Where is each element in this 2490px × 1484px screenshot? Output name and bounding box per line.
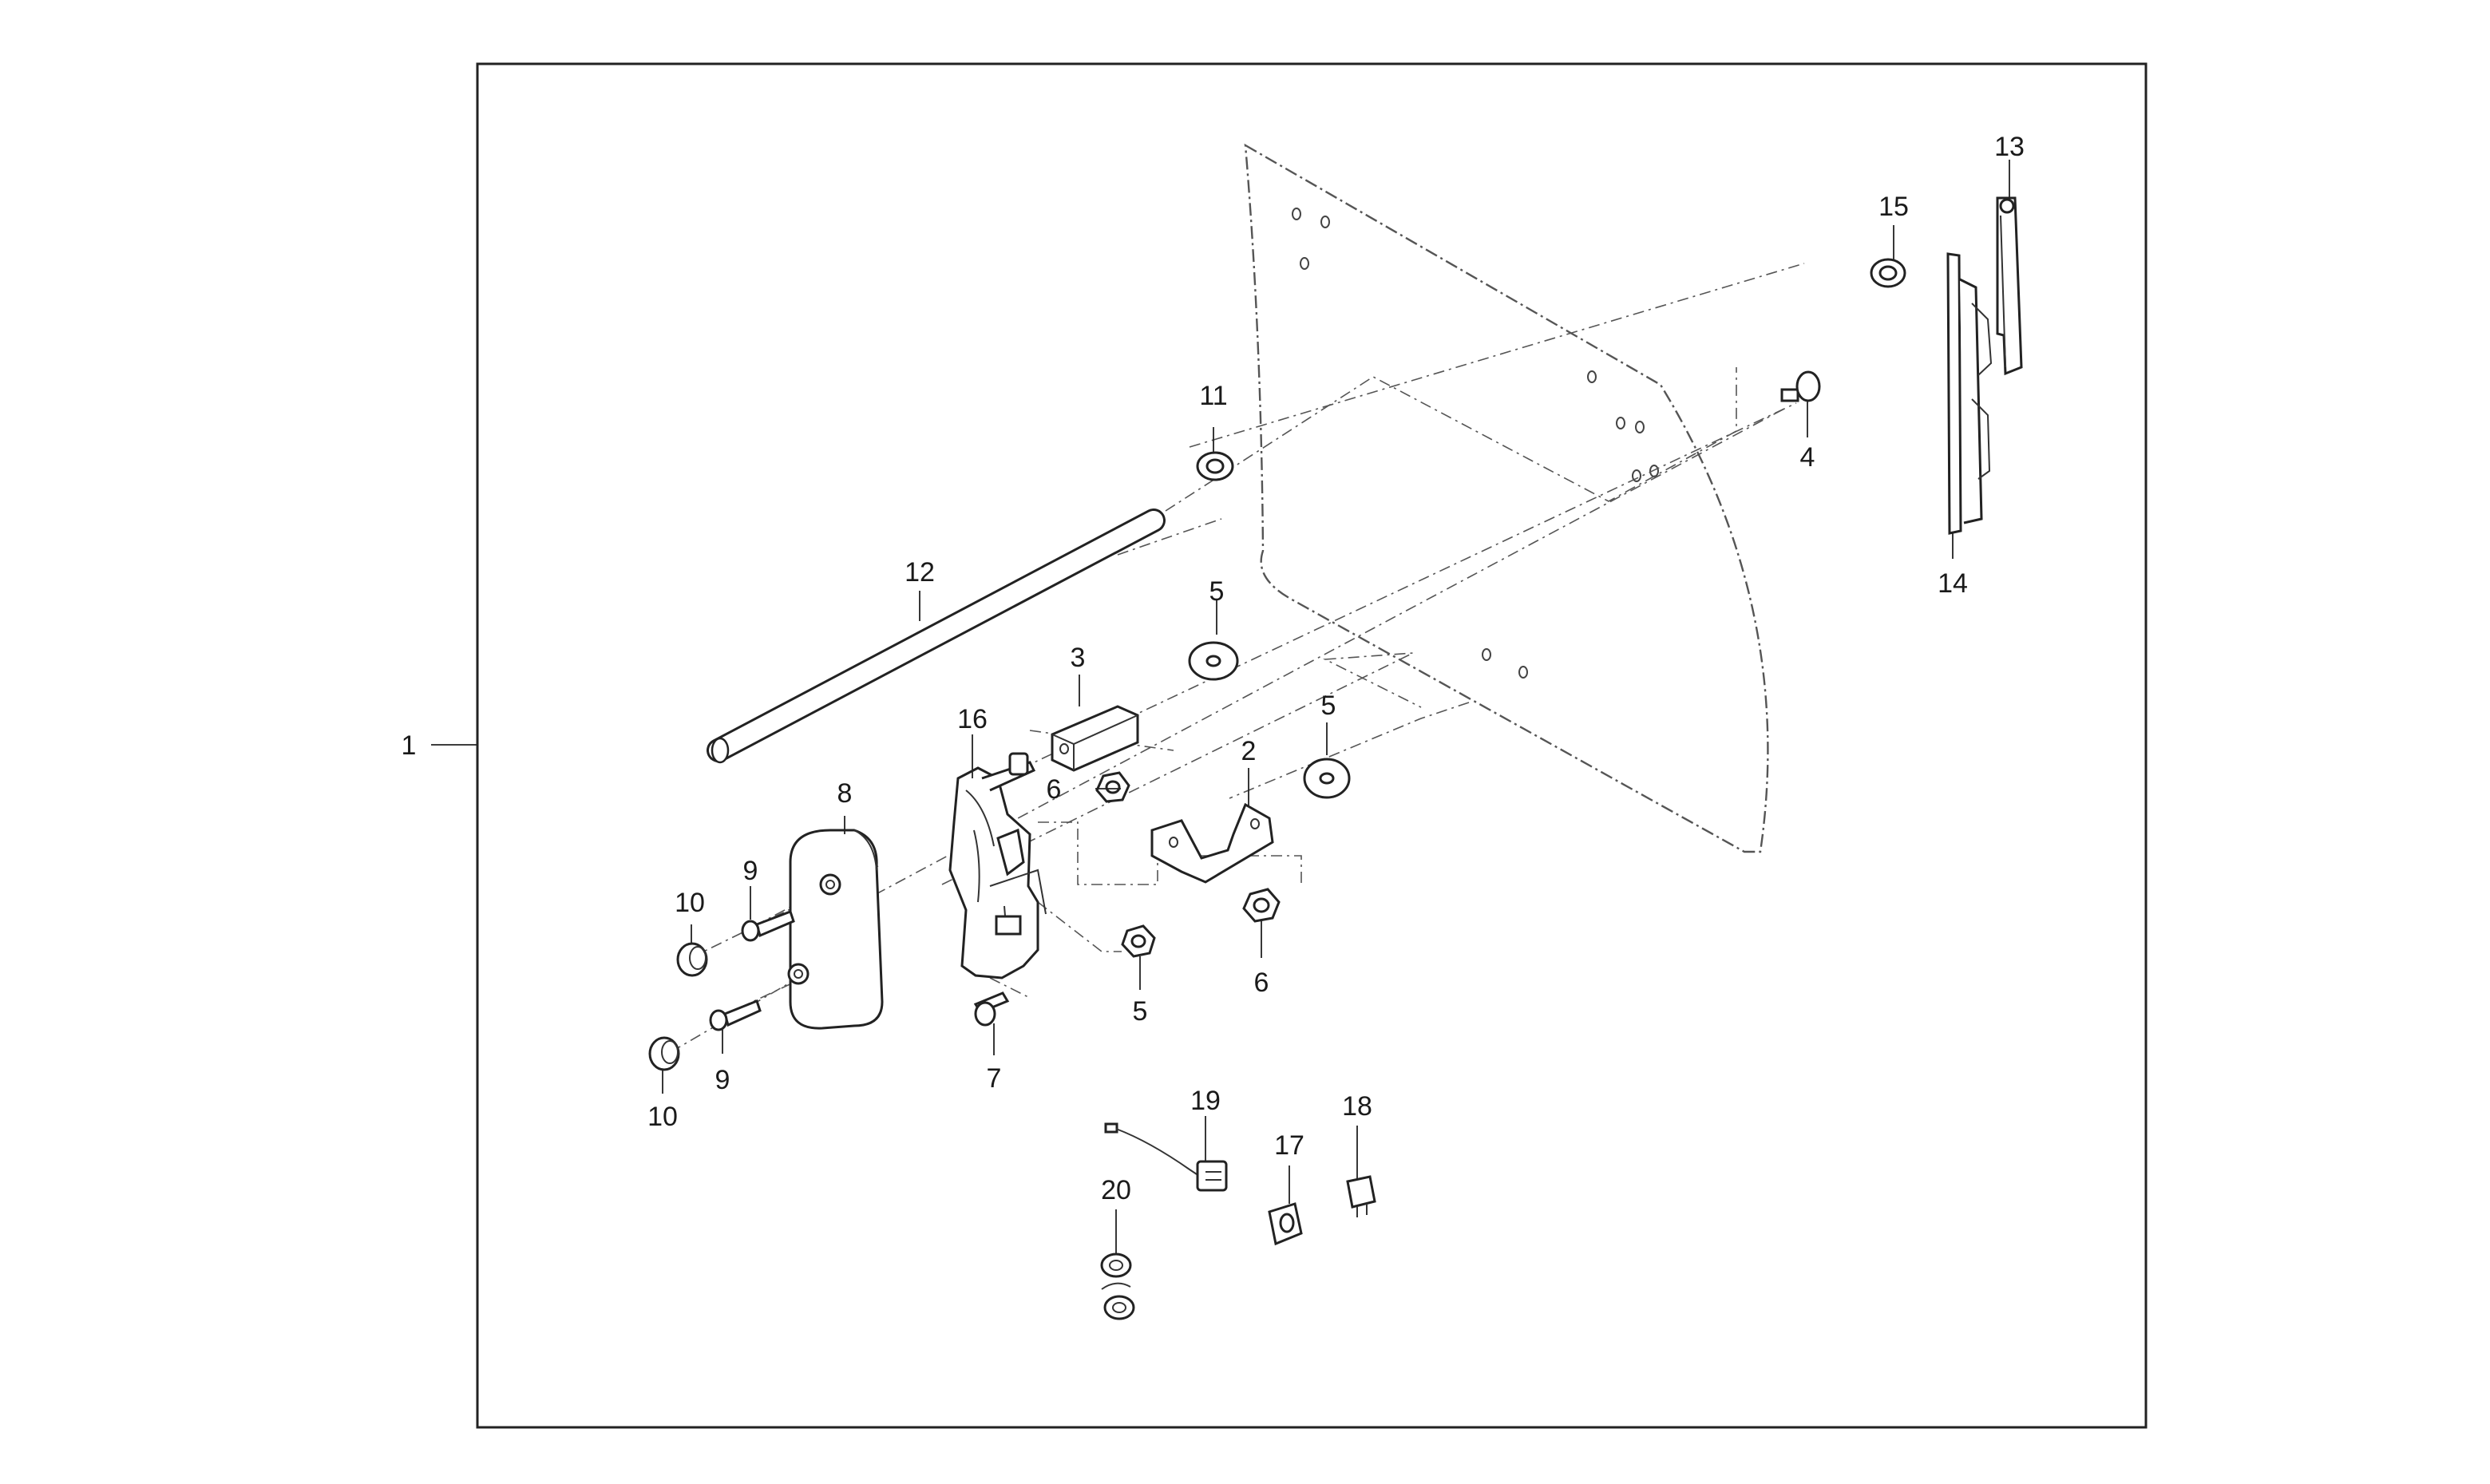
diagram-frame xyxy=(476,62,2148,1429)
callout-14: 14 xyxy=(1938,568,1968,599)
callout-10-lower: 10 xyxy=(647,1102,678,1132)
callout-6-upper: 6 xyxy=(1047,774,1062,805)
callout-20: 20 xyxy=(1101,1175,1131,1205)
callout-16: 16 xyxy=(957,704,988,734)
window-glass-panel xyxy=(1244,143,1769,853)
callout-2: 2 xyxy=(1241,736,1257,766)
glass-holes xyxy=(1292,208,1659,679)
wiring-harness-part-19 xyxy=(1104,1122,1228,1192)
rod-part-12 xyxy=(707,509,1166,764)
screw-part-7 xyxy=(973,991,1010,1027)
callout-3: 3 xyxy=(1071,643,1086,673)
wiper-motor-part-16 xyxy=(948,752,1047,979)
screw-part-9-upper xyxy=(741,910,795,942)
callout-9-upper: 9 xyxy=(743,856,758,886)
callout-19: 19 xyxy=(1190,1086,1221,1116)
callout-15: 15 xyxy=(1878,192,1909,222)
switch-part-17 xyxy=(1268,1202,1303,1246)
washer-part-5-upper xyxy=(1188,641,1239,681)
callout-6-lower: 6 xyxy=(1254,968,1269,998)
callout-1: 1 xyxy=(402,730,417,761)
bracket-part-3 xyxy=(1051,705,1139,772)
grommet-part-15 xyxy=(1870,258,1906,288)
wiper-arm-part-13 xyxy=(1996,196,2023,376)
washer-part-5-right xyxy=(1303,758,1351,799)
callout-9-lower: 9 xyxy=(715,1065,730,1095)
callout-10-upper: 10 xyxy=(675,888,705,918)
nut-part-6-upper xyxy=(1095,771,1130,803)
callout-5-right: 5 xyxy=(1321,691,1336,721)
callout-11: 11 xyxy=(1199,381,1227,411)
callout-17: 17 xyxy=(1274,1130,1304,1161)
grommet-part-11 xyxy=(1196,451,1234,481)
motor-cover-part-8 xyxy=(787,829,884,1030)
wiper-blade-part-14 xyxy=(1946,252,1993,535)
spring-part-20 xyxy=(1100,1252,1135,1320)
screw-part-9-lower xyxy=(709,999,762,1031)
nut-part-5-lower xyxy=(1121,924,1156,958)
callout-5-upper: 5 xyxy=(1209,576,1225,607)
spindle-part-4 xyxy=(1780,370,1821,402)
relay-part-18 xyxy=(1346,1175,1376,1217)
callout-leaders xyxy=(662,160,2010,1253)
callout-8: 8 xyxy=(837,778,853,809)
cap-part-10-lower xyxy=(648,1036,680,1071)
callout-18: 18 xyxy=(1342,1091,1372,1122)
callout-13: 13 xyxy=(1994,132,2025,162)
callout-12: 12 xyxy=(905,557,935,588)
bracket-part-2 xyxy=(1150,802,1274,884)
nut-part-6-lower xyxy=(1242,888,1281,923)
cap-part-10-upper xyxy=(676,942,708,977)
callout-4: 4 xyxy=(1800,442,1815,473)
callout-7: 7 xyxy=(987,1063,1002,1094)
callout-5-lower: 5 xyxy=(1133,996,1148,1027)
